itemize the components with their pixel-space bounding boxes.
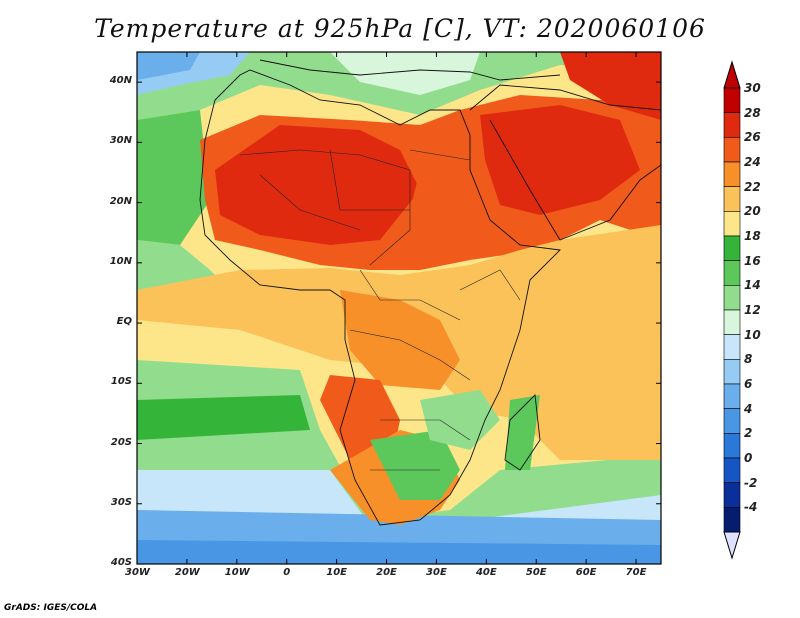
colorbar-label: 8 — [744, 352, 753, 367]
colorbar-label: 30 — [744, 81, 761, 95]
colorbar-segment — [723, 87, 741, 113]
colorbar-segment — [723, 408, 741, 434]
colorbar-label: 26 — [744, 130, 761, 145]
y-tick-label: 40S — [110, 557, 132, 568]
colorbar-segment — [723, 235, 741, 261]
colorbar-label: 28 — [744, 105, 761, 120]
colorbar-segment — [723, 359, 741, 385]
colorbar-segment — [723, 260, 741, 286]
colorbar-segment — [723, 161, 741, 187]
axis-ticks — [136, 52, 661, 565]
y-tick-label: 30N — [109, 135, 132, 147]
y-tick-label: 10N — [109, 255, 132, 267]
colorbar-segment — [723, 112, 741, 138]
colorbar-label: 10 — [744, 327, 761, 342]
x-tick-label: 60E — [575, 567, 597, 578]
colorbar-label: 22 — [744, 179, 761, 194]
x-tick-label: 20W — [174, 567, 200, 578]
y-tick-label: EQ — [116, 316, 132, 328]
credit-text: GrADS: IGES/COLA — [4, 603, 98, 613]
x-tick-label: 50E — [525, 567, 547, 578]
colorbar-segment — [723, 457, 741, 483]
x-tick-label: 30W — [125, 567, 150, 578]
x-tick-label: 10E — [326, 567, 347, 578]
colorbar-label: -2 — [744, 475, 758, 490]
y-tick-label: 20S — [110, 436, 132, 448]
map-frame — [136, 51, 662, 565]
x-tick-label: 40E — [475, 567, 497, 578]
colorbar — [723, 60, 741, 560]
colorbar-label: 24 — [744, 155, 761, 169]
coastlines — [199, 59, 661, 526]
colorbar-segment — [723, 186, 741, 212]
colorbar-label: 18 — [744, 229, 761, 243]
colorbar-label: 0 — [744, 451, 753, 465]
colorbar-label: 20 — [744, 204, 761, 219]
colorbar-segment — [723, 433, 741, 459]
colorbar-segment — [723, 507, 741, 533]
colorbar-segment — [723, 285, 741, 311]
colorbar-label: 6 — [744, 377, 753, 391]
x-tick-label: 10W — [224, 567, 250, 578]
colorbar-label: 2 — [744, 426, 753, 441]
country-borders — [239, 149, 521, 471]
temperature-field — [137, 52, 661, 564]
x-tick-label: 0 — [283, 567, 291, 578]
map-title: Temperature at 925hPa [C], VT: 202006010… — [94, 14, 706, 43]
x-tick-label: 20E — [376, 567, 397, 578]
colorbar-segment — [723, 383, 741, 409]
y-tick-label: 10S — [110, 376, 132, 388]
colorbar-segment — [723, 211, 741, 237]
colorbar-segment — [723, 482, 741, 508]
colorbar-label: 14 — [744, 278, 761, 293]
colorbar-segment — [723, 309, 741, 335]
y-tick-label: 40N — [109, 75, 132, 87]
colorbar-segment — [723, 137, 741, 163]
colorbar-top-arrow — [723, 60, 741, 89]
y-tick-label: 20N — [109, 195, 132, 207]
colorbar-segment — [723, 334, 741, 360]
colorbar-label: 4 — [744, 401, 753, 416]
colorbar-bottom-arrow — [723, 531, 741, 560]
x-tick-label: 30E — [426, 567, 447, 578]
colorbar-label: 16 — [744, 253, 761, 268]
colorbar-label: 12 — [744, 303, 761, 317]
y-tick-label: 30S — [110, 496, 132, 508]
colorbar-label: -4 — [744, 500, 758, 515]
x-tick-label: 70E — [625, 567, 647, 578]
